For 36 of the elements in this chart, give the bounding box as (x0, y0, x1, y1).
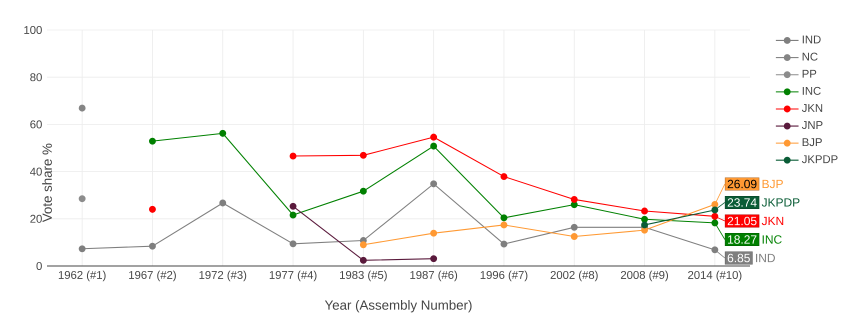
legend-label: PP (802, 70, 816, 78)
y-tick-label: 100 (24, 26, 42, 34)
data-label: 26.09 (728, 180, 756, 188)
legend-label: NC (802, 52, 818, 61)
x-tick-label: 2008 (#9) (620, 270, 668, 282)
legend-label: JKN (802, 104, 822, 112)
y-tick-label: 0 (36, 262, 42, 270)
x-axis-title: Year (Assembly Number) (324, 300, 472, 312)
x-tick-label: 1977 (#4) (270, 270, 316, 282)
y-axis-title: Vote share % (42, 144, 52, 222)
y-tick-label: 40 (30, 168, 42, 176)
legend-label: JNP (802, 121, 822, 130)
x-tick-label: 1987 (#6) (410, 270, 458, 282)
y-tick-label: 80 (30, 73, 42, 82)
text: JKPDP (762, 198, 800, 207)
data-label: 21.05 (728, 216, 757, 226)
x-tick-label: 1972 (#3) (199, 270, 246, 282)
data-label: 18.27 (728, 235, 756, 244)
text: IND (756, 254, 775, 262)
legend-label: BJP (802, 138, 822, 146)
x-tick-label: 2014 (#10) (688, 270, 742, 282)
legend-label: JKPDP (802, 155, 838, 164)
text: INC (762, 235, 782, 244)
legend-label: IND (802, 36, 821, 44)
legend-label: INC (802, 86, 821, 95)
x-tick-label: 1983 (#5) (340, 270, 387, 282)
data-label: 6.85 (728, 254, 750, 262)
data-label: 23.74 (728, 198, 757, 207)
y-tick-label: 20 (30, 214, 42, 223)
x-tick-label: 1967 (#2) (129, 270, 176, 282)
text: BJP (762, 180, 783, 188)
x-tick-label: 1996 (#7) (480, 270, 528, 282)
x-tick-label: 2002 (#8) (550, 270, 598, 282)
text: JKN (762, 216, 784, 226)
y-tick-label: 60 (30, 120, 42, 128)
x-tick-label: 1962 (#1) (58, 270, 106, 282)
